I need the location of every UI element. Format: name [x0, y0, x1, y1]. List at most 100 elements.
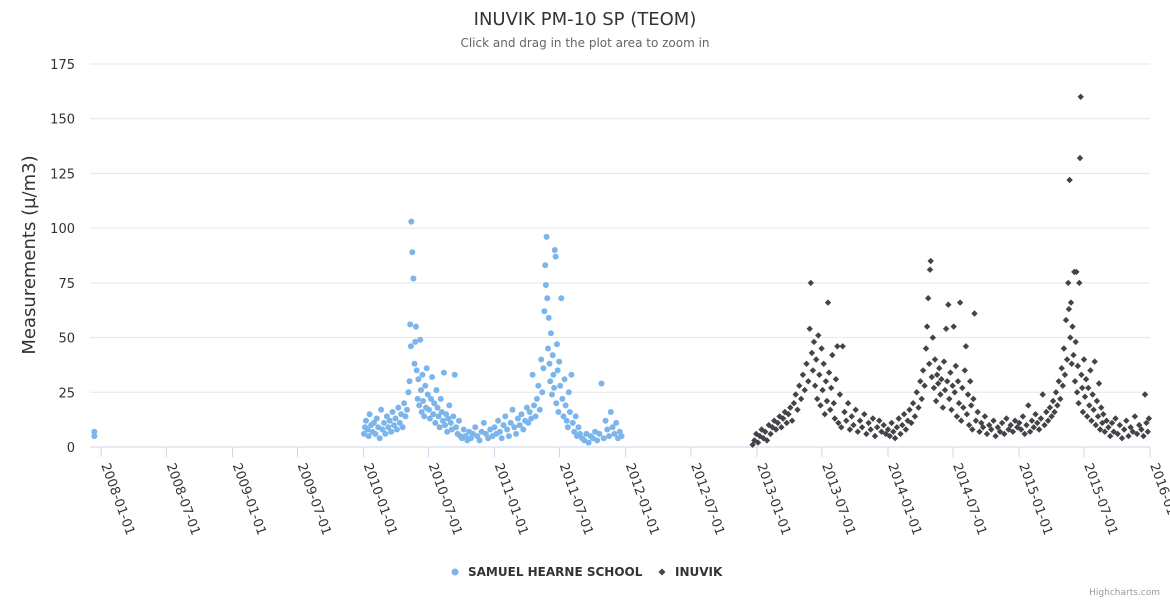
data-point[interactable] [805, 378, 812, 385]
data-point[interactable] [556, 358, 563, 365]
data-point[interactable] [421, 413, 428, 420]
data-point[interactable] [819, 386, 826, 394]
data-point[interactable] [815, 332, 822, 339]
data-point[interactable] [996, 428, 1004, 435]
data-point[interactable] [959, 384, 966, 392]
data-point[interactable] [1136, 421, 1143, 429]
data-point[interactable] [575, 424, 582, 431]
data-point[interactable] [1072, 338, 1079, 346]
data-point[interactable] [520, 426, 527, 433]
data-point[interactable] [932, 397, 940, 405]
data-point[interactable] [953, 413, 961, 420]
data-point[interactable] [829, 351, 836, 359]
data-point[interactable] [1043, 408, 1050, 416]
data-point[interactable] [1011, 417, 1019, 424]
data-point[interactable] [408, 218, 415, 225]
data-point[interactable] [844, 400, 852, 407]
data-point[interactable] [509, 406, 516, 413]
data-point[interactable] [91, 428, 98, 435]
data-point[interactable] [1090, 406, 1097, 413]
data-point[interactable] [884, 426, 892, 433]
data-point[interactable] [839, 343, 846, 350]
data-point[interactable] [498, 435, 505, 442]
data-point[interactable] [382, 430, 389, 437]
data-point[interactable] [933, 371, 941, 378]
data-point[interactable] [543, 233, 550, 240]
data-point[interactable] [823, 397, 831, 405]
data-point[interactable] [1131, 413, 1139, 420]
data-point[interactable] [876, 417, 883, 424]
data-point[interactable] [1067, 299, 1075, 306]
data-point[interactable] [1123, 417, 1130, 424]
data-point[interactable] [947, 369, 954, 376]
data-point[interactable] [542, 262, 549, 269]
data-point[interactable] [565, 389, 572, 396]
data-point[interactable] [962, 343, 970, 350]
data-point[interactable] [1005, 426, 1012, 433]
data-point[interactable] [1129, 428, 1136, 435]
data-point[interactable] [944, 378, 951, 385]
data-point[interactable] [1125, 432, 1132, 440]
data-point[interactable] [445, 415, 452, 422]
data-point[interactable] [1076, 154, 1084, 162]
data-point[interactable] [796, 382, 803, 389]
data-point[interactable] [931, 356, 939, 363]
data-point[interactable] [544, 295, 551, 302]
data-point[interactable] [535, 382, 542, 389]
data-point[interactable] [814, 395, 821, 403]
data-point[interactable] [540, 365, 547, 372]
data-point[interactable] [416, 402, 423, 409]
data-point[interactable] [538, 356, 545, 363]
data-point[interactable] [937, 391, 944, 398]
data-point[interactable] [1144, 428, 1151, 435]
data-point[interactable] [396, 419, 403, 426]
data-point[interactable] [1068, 360, 1075, 367]
data-point[interactable] [926, 266, 934, 273]
data-point[interactable] [774, 419, 781, 427]
data-point[interactable] [807, 279, 814, 287]
data-point[interactable] [958, 417, 965, 424]
data-point[interactable] [456, 417, 462, 424]
data-point[interactable] [604, 426, 611, 433]
data-point[interactable] [1025, 402, 1032, 409]
data-point[interactable] [965, 421, 973, 429]
data-point[interactable] [1098, 404, 1105, 411]
data-point[interactable] [891, 435, 899, 442]
data-point[interactable] [536, 406, 543, 413]
data-point[interactable] [513, 430, 520, 437]
data-point[interactable] [955, 400, 963, 407]
data-point[interactable] [941, 386, 949, 394]
data-point[interactable] [526, 409, 533, 415]
legend-item-inuvik[interactable]: INUVIK [658, 565, 724, 579]
data-point[interactable] [564, 424, 571, 431]
data-point[interactable] [600, 435, 607, 442]
data-point[interactable] [1055, 378, 1062, 385]
data-point[interactable] [918, 395, 925, 403]
data-point[interactable] [1108, 419, 1116, 427]
data-point[interactable] [974, 408, 981, 416]
data-point[interactable] [1019, 413, 1027, 420]
data-point[interactable] [404, 406, 410, 413]
data-point[interactable] [1034, 419, 1041, 427]
data-point[interactable] [406, 378, 413, 385]
data-point[interactable] [491, 424, 498, 431]
data-point[interactable] [504, 426, 511, 433]
data-point[interactable] [1086, 402, 1093, 409]
data-point[interactable] [385, 424, 392, 431]
data-point[interactable] [569, 419, 576, 426]
data-point[interactable] [935, 380, 942, 387]
data-point[interactable] [542, 282, 549, 288]
data-point[interactable] [472, 424, 479, 431]
data-point[interactable] [568, 371, 575, 378]
data-point[interactable] [545, 345, 551, 352]
data-point[interactable] [555, 409, 562, 415]
data-point[interactable] [1143, 419, 1150, 427]
data-point[interactable] [1065, 279, 1072, 287]
data-point[interactable] [923, 323, 931, 330]
credits-link[interactable]: Highcharts.com [1089, 588, 1160, 598]
data-point[interactable] [978, 419, 985, 427]
data-point[interactable] [405, 389, 412, 396]
data-point[interactable] [507, 419, 514, 426]
data-point[interactable] [1001, 430, 1008, 438]
data-point[interactable] [558, 295, 565, 302]
